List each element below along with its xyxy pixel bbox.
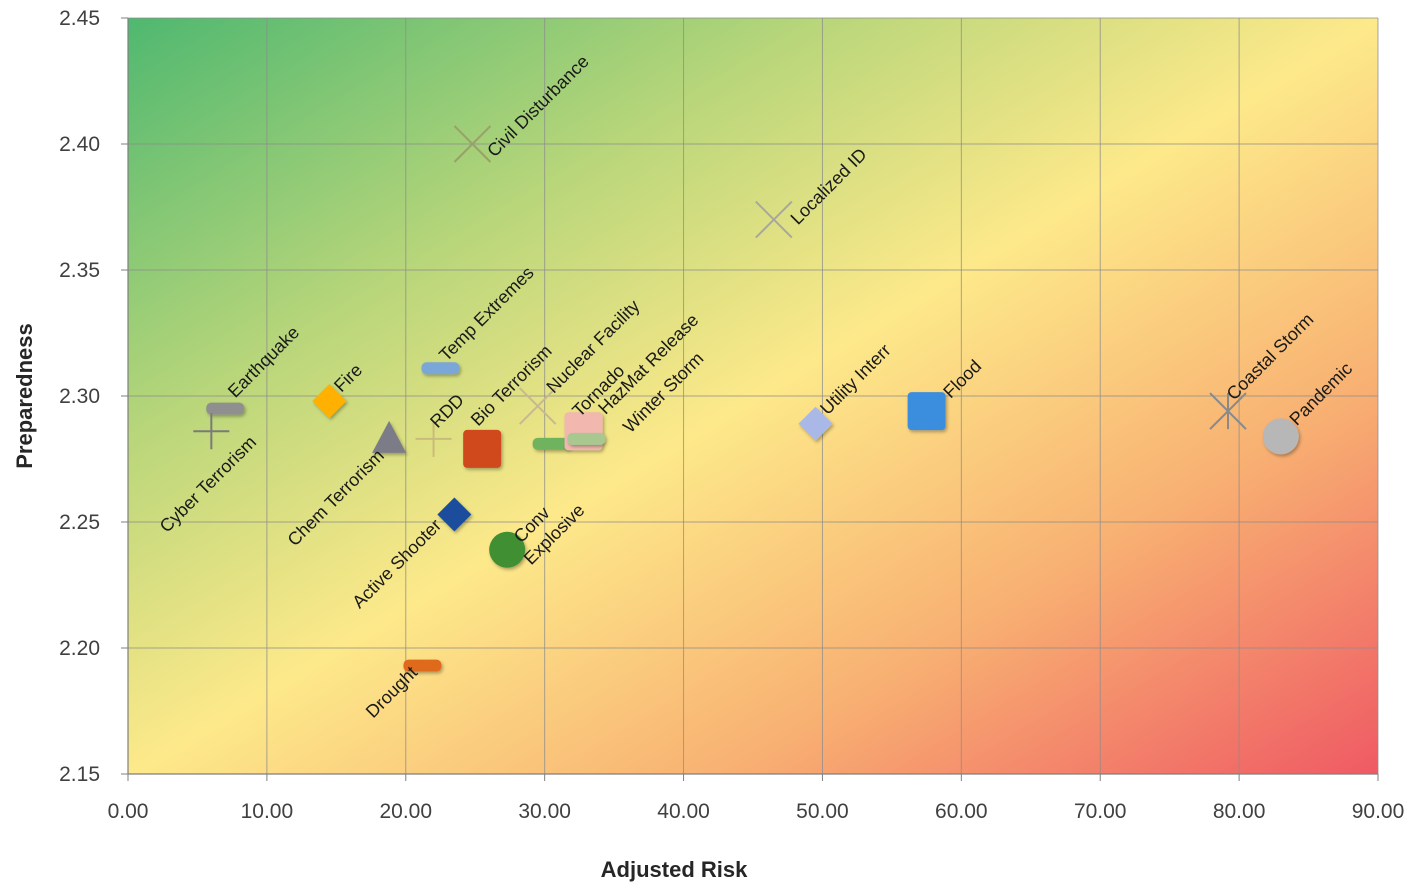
x-tick-label: 0.00 [108,800,149,823]
x-tick-label: 90.00 [1352,800,1405,823]
point-fire [312,384,347,419]
point-chem-terrorism [372,420,407,453]
x-tick-label: 10.00 [241,800,294,823]
point-conv-explosive [489,531,526,568]
x-tick-label: 40.00 [657,800,710,823]
y-tick-label: 2.45 [59,7,100,30]
y-tick-label: 2.30 [59,385,100,408]
point-coastal-storm [1209,392,1247,430]
y-tick-label: 2.35 [59,259,100,282]
point-flood [907,392,946,431]
point-bio-terrorism [463,429,502,468]
point-civil-disturbance [453,125,492,163]
point-nuclear-facility [519,387,557,425]
point-drought [403,659,442,672]
gridlines [128,17,1379,774]
y-tick-label: 2.40 [59,133,100,156]
point-earthquake [206,402,245,415]
point-rdd [415,420,452,457]
y-tick-label: 2.15 [59,763,100,786]
point-tornado [532,437,571,450]
x-tick-label: 50.00 [796,800,849,823]
point-utility-interr [798,406,833,441]
tick-labels: 0.00 10.00 20.00 30.00 40.00 50.00 60.00 70.00 8… [59,7,1404,823]
point-localized-id [755,200,793,239]
y-tick-label: 2.25 [59,511,100,534]
x-tick-label: 30.00 [518,800,571,823]
point-cyber-terrorism [193,413,230,450]
point-temp-extremes [421,362,460,375]
y-tick-label: 2.20 [59,637,100,660]
x-tick-label: 80.00 [1213,800,1266,823]
y-axis-title: Preparedness [12,323,37,469]
axes [121,17,1379,781]
x-axis-title: Adjusted Risk [601,857,748,882]
point-winter-storm [567,432,606,445]
point-active-shooter [437,497,472,532]
x-tick-label: 70.00 [1074,800,1127,823]
data-points [193,125,1299,672]
point-pandemic [1262,418,1299,455]
x-tick-label: 20.00 [379,800,432,823]
x-tick-label: 60.00 [935,800,988,823]
